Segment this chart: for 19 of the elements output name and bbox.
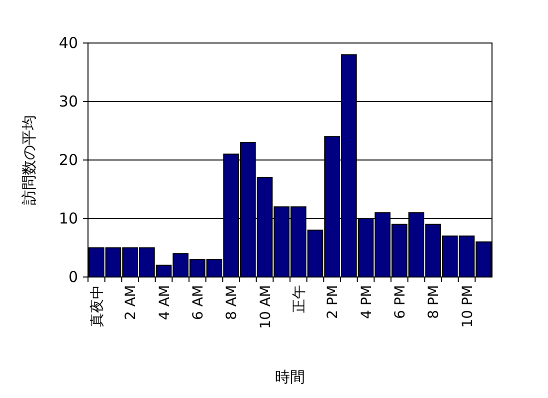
y-tick-label: 20 <box>58 151 78 169</box>
x-tick-label: 4 AM <box>156 285 173 320</box>
x-axis-title: 時間 <box>275 368 305 386</box>
x-tick-label: 10 AM <box>258 285 274 329</box>
x-tick-label: 4 PM <box>358 285 375 319</box>
y-tick-label: 30 <box>58 92 78 110</box>
x-tick-label: 6 AM <box>190 285 206 320</box>
x-tick-label: 真夜中 <box>89 285 106 327</box>
x-tick-label: 2 PM <box>325 285 342 319</box>
y-tick-label: 0 <box>68 268 78 286</box>
x-tick-label: 2 AM <box>123 285 140 320</box>
y-axis-title: 訪問数の平均 <box>20 115 38 205</box>
y-tick-label: 10 <box>58 210 78 228</box>
x-tick-label: 10 PM <box>460 285 476 328</box>
x-tick-label: 6 PM <box>392 285 408 319</box>
x-tick-label: 8 AM <box>224 285 240 320</box>
x-tick-label: 8 PM <box>426 285 442 319</box>
x-tick-label: 正午 <box>291 285 308 313</box>
y-tick-label: 40 <box>58 34 78 52</box>
